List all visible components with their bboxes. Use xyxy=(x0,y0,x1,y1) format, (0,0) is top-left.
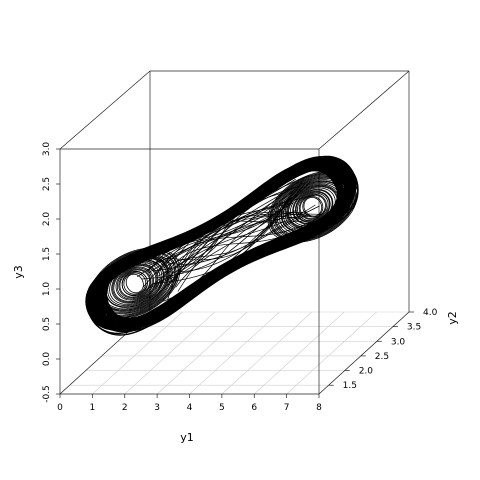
lobe-left-spiral-0 xyxy=(125,273,144,294)
z-tick-label-6: 2.5 xyxy=(42,177,52,191)
lobe-left-spiral-3 xyxy=(121,270,148,297)
y-tick-label-2: 2.5 xyxy=(375,352,389,362)
lobe-right-spiral-23 xyxy=(270,172,356,241)
grid-line-x-2 xyxy=(124,311,215,395)
lobe-left-spiral-15 xyxy=(102,257,167,310)
x-tick-label-7: 7 xyxy=(284,403,290,413)
lobe-left-spiral-1 xyxy=(123,272,147,295)
lobe-left-spiral-12 xyxy=(107,261,163,307)
lobe-left-spiral-11 xyxy=(109,262,161,305)
crossing-strand-26 xyxy=(146,220,311,272)
x-tick-label-4: 4 xyxy=(187,403,193,413)
y-tick-label-0: 1.5 xyxy=(343,381,357,391)
z-axis-label: y3 xyxy=(12,265,25,279)
z-tick-label-7: 3.0 xyxy=(42,142,52,157)
axis-labels: y1 y2 y3 xyxy=(12,265,459,444)
lobe-left-spiral-14 xyxy=(105,259,165,308)
x-tick-label-1: 1 xyxy=(90,403,96,413)
box-edge-8 xyxy=(318,70,410,150)
attractor-trajectory xyxy=(85,155,359,336)
lobe-left-spiral-8 xyxy=(113,265,157,302)
floor-grid xyxy=(59,311,410,395)
lobe-right-spiral-16 xyxy=(280,180,345,234)
lobe-right-spiral-17 xyxy=(278,179,347,235)
y-tick-label-5: 4.0 xyxy=(423,308,438,318)
x-tick-label-2: 2 xyxy=(122,403,128,413)
y-tick-label-1: 2.0 xyxy=(359,367,374,377)
lobe-left-spiral-7 xyxy=(115,266,155,301)
grid-line-x-1 xyxy=(92,311,183,395)
lobe-left-spiral-20 xyxy=(96,253,173,315)
grid-line-x-7 xyxy=(286,311,377,395)
y-tick-label-4: 3.5 xyxy=(407,323,421,333)
crossing-strand-5 xyxy=(158,209,327,290)
lobe-left-spiral-19 xyxy=(98,254,172,313)
crossing-strand-18 xyxy=(154,202,294,290)
crossing-strand-28 xyxy=(152,205,320,272)
crossing-strand-24 xyxy=(149,196,292,261)
lobe-right-spiral-21 xyxy=(272,174,353,239)
crossing-strand-2 xyxy=(166,178,296,282)
x-tick-label-6: 6 xyxy=(251,403,257,413)
lobe-left-spiral-17 xyxy=(100,255,169,312)
lobe-right-spiral-13 xyxy=(284,183,341,231)
crossing-strand-23 xyxy=(145,204,316,291)
y-tick-label-3: 3.0 xyxy=(391,337,406,347)
perspective-box xyxy=(59,70,410,395)
grid-line-x-3 xyxy=(156,311,248,395)
box-edge-7 xyxy=(59,70,151,150)
axis-ticks: 0 1 2 3 4 5 6 7 81.52.02.53.03.54.0-0.50.00.51.0… xyxy=(42,142,438,413)
z-tick-label-5: 2.0 xyxy=(42,212,52,227)
x-axis-label: y1 xyxy=(180,431,194,444)
crossing-strand-25 xyxy=(177,188,291,292)
x-tick-label-3: 3 xyxy=(154,403,160,413)
lobe-left-spiral-10 xyxy=(111,263,159,304)
crossing-strand-6 xyxy=(171,213,318,288)
z-tick-label-4: 1.5 xyxy=(42,247,52,261)
crossing-strand-32 xyxy=(151,209,297,285)
lobe-left-spiral-13 xyxy=(105,259,164,308)
crossing-strand-27 xyxy=(176,182,306,298)
lobe-right-spiral-24 xyxy=(269,171,357,242)
x-tick-label-0: 0 xyxy=(57,403,63,413)
lobe-left-spiral-4 xyxy=(119,269,151,298)
lobe-left-spiral-22 xyxy=(93,250,177,317)
lobe-left-spiral-6 xyxy=(116,267,153,300)
crossing-strand-21 xyxy=(148,192,286,265)
grid-line-x-5 xyxy=(221,311,313,395)
x-tick-label-5: 5 xyxy=(219,403,225,413)
crossing-strand-8 xyxy=(137,196,292,278)
crossing-strand-31 xyxy=(142,182,303,267)
crossing-strand-19 xyxy=(154,186,303,310)
z-tick-label-2: 0.5 xyxy=(42,317,52,331)
crossing-strand-16 xyxy=(175,181,311,288)
crossing-strand-20 xyxy=(156,176,305,275)
crossing-strand-7 xyxy=(156,221,311,274)
y-axis-label: y2 xyxy=(446,311,459,325)
x-tick-label-8: 8 xyxy=(316,403,322,413)
lobe-left-spiral-24 xyxy=(90,248,179,319)
lobe-right-spiral-18 xyxy=(276,177,350,236)
lobe-left-spiral-21 xyxy=(94,251,176,316)
grid-line-x-6 xyxy=(254,311,345,395)
z-tick-label-1: 0.0 xyxy=(42,352,52,367)
lobe-left-spiral-5 xyxy=(118,268,152,299)
lobe-right-spiral-19 xyxy=(275,176,351,237)
lobe-left-spiral-9 xyxy=(112,264,158,303)
grid-line-x-4 xyxy=(189,311,280,395)
box-edge-9 xyxy=(318,311,410,395)
z-tick-label-3: 1.0 xyxy=(42,282,52,297)
lobe-right-spiral-20 xyxy=(274,175,352,238)
crossing-strand-17 xyxy=(163,213,310,273)
lobe-right-spiral-25 xyxy=(267,170,359,243)
crossing-strand-33 xyxy=(151,194,317,264)
lobe-left-spiral-18 xyxy=(99,255,170,312)
z-tick-label-0: -0.5 xyxy=(42,385,52,403)
lobe-right-spiral-15 xyxy=(281,181,345,233)
lobe-right-spiral-22 xyxy=(271,173,355,240)
crossing-strand-15 xyxy=(155,215,300,285)
